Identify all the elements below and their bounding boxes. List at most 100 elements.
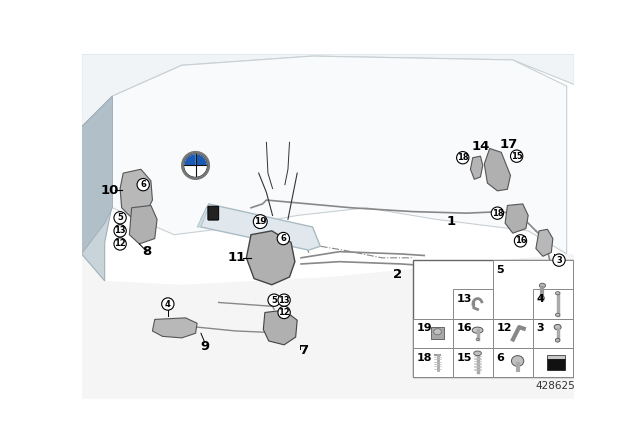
Polygon shape [505, 204, 528, 233]
Text: 6: 6 [497, 353, 504, 362]
Circle shape [278, 294, 291, 306]
Ellipse shape [472, 327, 483, 333]
Wedge shape [184, 165, 196, 177]
Text: 3: 3 [537, 323, 544, 333]
Text: 15: 15 [511, 152, 522, 161]
Text: 18: 18 [457, 153, 468, 162]
Text: 13: 13 [278, 296, 290, 305]
Ellipse shape [556, 292, 560, 295]
Wedge shape [184, 154, 196, 165]
Bar [413, 260, 573, 377]
Text: 5: 5 [497, 265, 504, 275]
Polygon shape [81, 254, 575, 399]
Ellipse shape [541, 296, 545, 299]
Bar [413, 319, 452, 348]
Polygon shape [120, 169, 152, 220]
Text: 6: 6 [280, 234, 286, 243]
Text: 7: 7 [299, 345, 308, 358]
Text: 11: 11 [228, 251, 246, 264]
Bar [452, 289, 493, 319]
Polygon shape [536, 229, 553, 256]
Circle shape [137, 178, 149, 191]
Bar [493, 260, 573, 319]
Circle shape [277, 233, 289, 245]
Text: 12: 12 [278, 308, 290, 317]
Text: 18: 18 [492, 209, 503, 218]
Bar [452, 319, 493, 348]
Text: 8: 8 [143, 245, 152, 258]
Polygon shape [152, 318, 197, 338]
Text: 19: 19 [254, 217, 266, 226]
Text: 9: 9 [200, 340, 209, 353]
Ellipse shape [554, 324, 561, 330]
Circle shape [182, 151, 209, 179]
Polygon shape [246, 231, 295, 285]
Circle shape [456, 151, 469, 164]
Circle shape [492, 207, 504, 220]
Polygon shape [263, 310, 297, 345]
Polygon shape [129, 206, 157, 244]
Ellipse shape [434, 329, 442, 335]
Wedge shape [196, 165, 207, 177]
Polygon shape [197, 208, 209, 227]
Wedge shape [196, 154, 207, 165]
Text: 19: 19 [417, 323, 432, 333]
Text: 5: 5 [271, 296, 277, 305]
Text: 5: 5 [117, 213, 123, 222]
Ellipse shape [476, 338, 479, 340]
FancyBboxPatch shape [208, 206, 219, 220]
Text: 13: 13 [456, 294, 472, 304]
Text: 12: 12 [497, 323, 512, 333]
Text: 18: 18 [417, 353, 432, 362]
Bar [493, 348, 533, 377]
Circle shape [114, 238, 126, 250]
Text: 16: 16 [456, 323, 472, 333]
Circle shape [114, 211, 126, 224]
Text: 15: 15 [456, 353, 472, 362]
Circle shape [278, 306, 291, 319]
Ellipse shape [556, 313, 560, 316]
Polygon shape [113, 56, 566, 254]
Bar [533, 348, 573, 377]
Polygon shape [484, 148, 511, 191]
Bar [493, 319, 533, 348]
Polygon shape [81, 96, 113, 254]
Circle shape [114, 225, 126, 237]
Circle shape [553, 254, 565, 266]
Text: 16: 16 [515, 237, 526, 246]
Bar [533, 289, 573, 319]
Bar [413, 348, 452, 377]
Circle shape [162, 298, 174, 310]
Polygon shape [81, 54, 575, 127]
Text: 10: 10 [101, 184, 119, 197]
Circle shape [184, 154, 207, 177]
Bar [452, 348, 493, 377]
Polygon shape [81, 54, 575, 131]
Text: 4: 4 [165, 300, 171, 309]
Circle shape [268, 294, 280, 306]
Circle shape [182, 152, 209, 178]
Text: 3: 3 [556, 256, 562, 265]
Text: 14: 14 [471, 140, 490, 153]
Circle shape [511, 150, 523, 162]
Polygon shape [470, 156, 483, 179]
Ellipse shape [511, 356, 524, 366]
Text: 1: 1 [447, 215, 456, 228]
Circle shape [253, 215, 267, 228]
Bar [533, 319, 573, 348]
Text: 2: 2 [393, 268, 402, 281]
Circle shape [515, 235, 527, 247]
Text: 12: 12 [114, 239, 126, 249]
Text: 6: 6 [140, 180, 146, 189]
Ellipse shape [556, 338, 560, 342]
Polygon shape [201, 204, 320, 250]
Bar [431, 327, 444, 340]
Text: 17: 17 [500, 138, 518, 151]
Polygon shape [547, 359, 565, 370]
Text: 4: 4 [537, 294, 545, 304]
Ellipse shape [474, 351, 481, 356]
Text: 13: 13 [115, 226, 126, 235]
Polygon shape [81, 96, 113, 281]
Text: 428625: 428625 [536, 381, 575, 391]
Ellipse shape [540, 283, 545, 288]
